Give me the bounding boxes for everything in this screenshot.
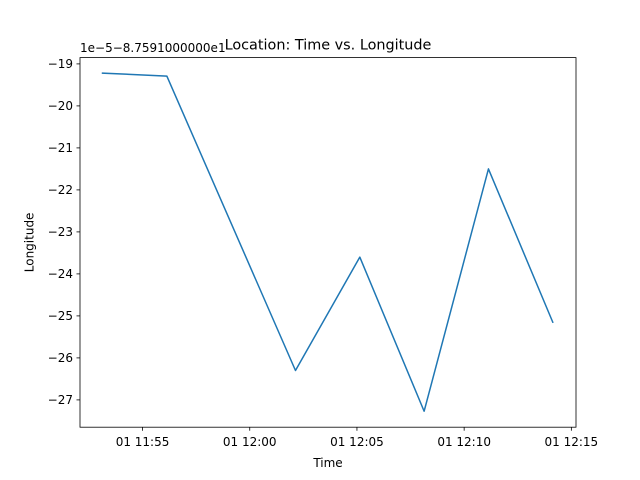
y-tick-label: −25 [48, 309, 73, 323]
x-tick-label: 01 12:00 [223, 435, 277, 449]
y-tick-label: −19 [48, 57, 73, 71]
plot-area [101, 72, 554, 412]
y-axis-ticks: −19 −20 −21 −22 −23 −24 −25 −26 −27 [48, 57, 80, 407]
x-tick-label: 01 12:05 [330, 435, 384, 449]
y-tick-label: −23 [48, 225, 73, 239]
axes-frame [79, 57, 577, 428]
x-axis-ticks: 01 11:55 01 12:00 01 12:05 01 12:10 01 12:15 [116, 427, 598, 449]
chart-title: Location: Time vs. Longitude [225, 38, 432, 54]
y-tick-label: −24 [48, 267, 73, 281]
x-tick-label: 01 11:55 [116, 435, 170, 449]
y-axis-label: Longitude [23, 213, 37, 273]
y-offset-label: 1e−5−8.7591000000e1 [80, 41, 226, 55]
y-tick-label: −20 [48, 99, 73, 113]
y-tick-label: −26 [48, 351, 73, 365]
y-tick-label: −27 [48, 393, 73, 407]
y-tick-label: −21 [48, 141, 73, 155]
series-line-0 [101, 72, 554, 412]
x-axis-label: Time [312, 456, 342, 470]
x-tick-label: 01 12:15 [545, 435, 599, 449]
x-tick-label: 01 12:10 [437, 435, 491, 449]
y-tick-label: −22 [48, 183, 73, 197]
